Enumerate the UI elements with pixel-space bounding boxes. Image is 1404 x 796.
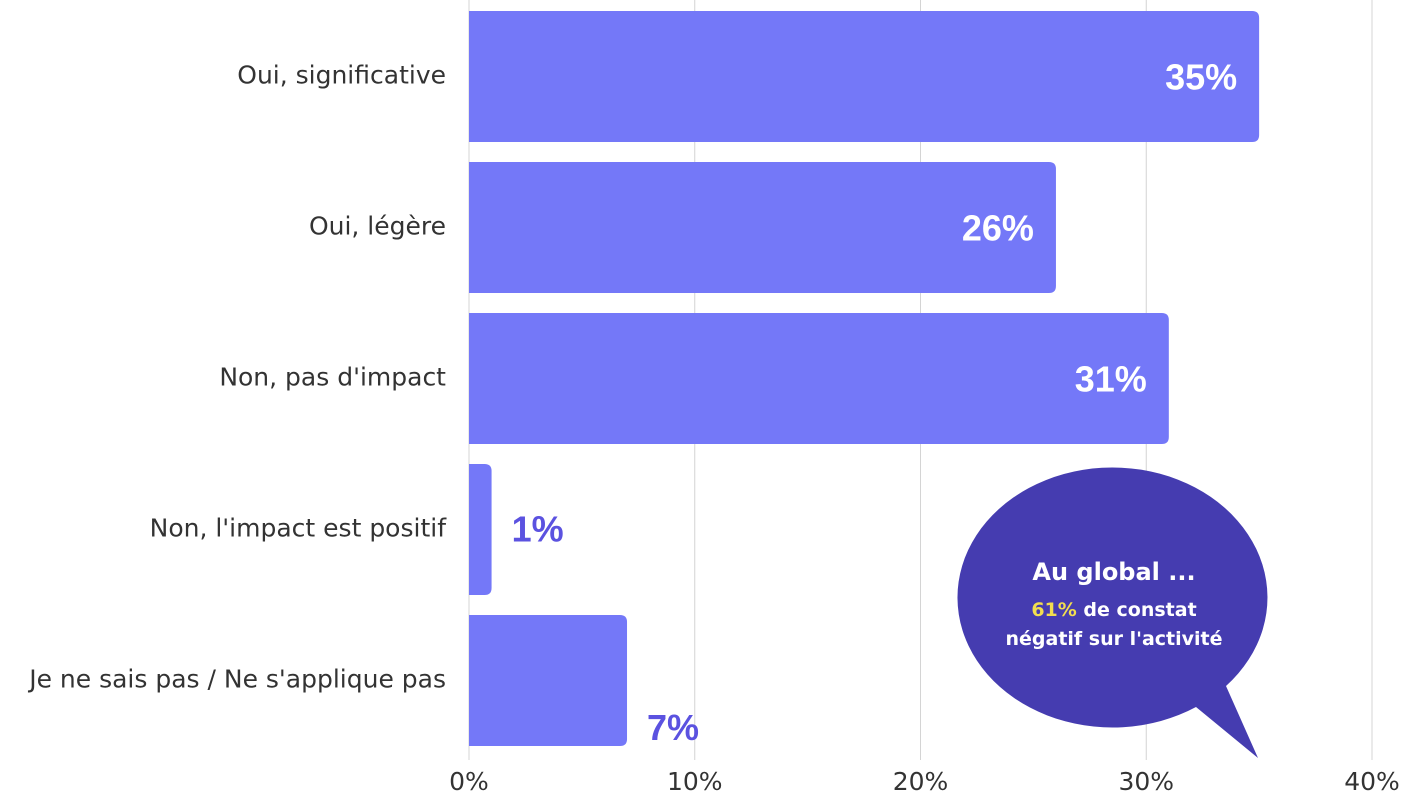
x-axis-ticks: 0% 10% 20% 30% 40%: [449, 767, 1400, 796]
bar: [469, 313, 1169, 444]
callout-shape: [957, 467, 1268, 758]
x-tick-label: 30%: [1118, 767, 1174, 796]
callout-bubble: Au global ... 61% de constat négatif sur…: [957, 467, 1268, 758]
category-labels: Oui, significative Oui, légère Non, pas d'…: [27, 61, 447, 694]
category-label: Oui, légère: [309, 212, 446, 241]
callout-line-1-rest: de constat: [1077, 599, 1197, 621]
category-label: Je ne sais pas / Ne s'applique pas: [27, 665, 446, 694]
bars: [469, 11, 1260, 746]
x-tick-label: 0%: [449, 767, 489, 796]
bar: [469, 464, 492, 595]
category-label: Oui, significative: [237, 61, 446, 90]
category-label: Non, pas d'impact: [219, 363, 446, 392]
data-label: 7%: [647, 707, 699, 748]
x-tick-label: 20%: [893, 767, 949, 796]
callout-line-2: négatif sur l'activité: [1005, 628, 1222, 650]
data-label: 35%: [1165, 57, 1237, 98]
data-labels: 35% 26% 31% 1% 7%: [512, 57, 1238, 749]
bar: [469, 615, 628, 746]
x-tick-label: 10%: [667, 767, 723, 796]
callout-title: Au global ...: [1032, 558, 1195, 586]
bar: [469, 162, 1056, 293]
bar: [469, 11, 1260, 142]
callout-line-1: 61% de constat: [1031, 599, 1196, 621]
data-label: 1%: [512, 509, 564, 550]
data-label: 26%: [962, 208, 1034, 249]
category-label: Non, l'impact est positif: [150, 514, 448, 543]
x-tick-label: 40%: [1344, 767, 1400, 796]
callout-highlight: 61%: [1031, 599, 1076, 621]
data-label: 31%: [1075, 359, 1147, 400]
